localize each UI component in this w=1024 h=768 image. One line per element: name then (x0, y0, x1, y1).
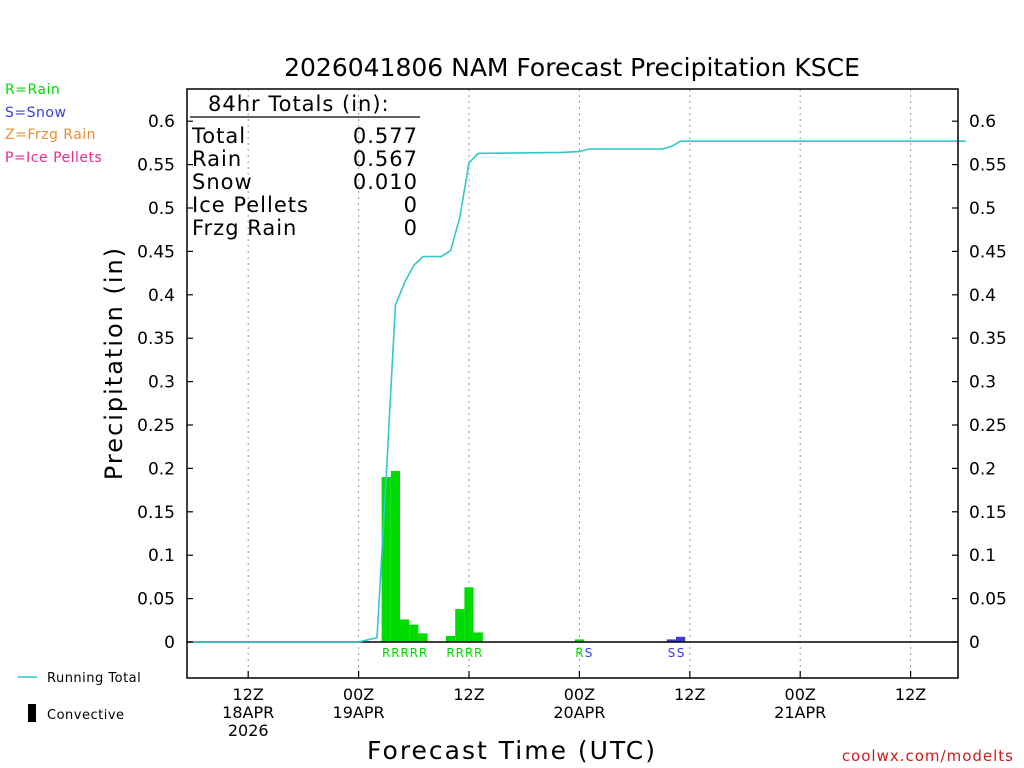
precip-type-marker: R (400, 646, 408, 660)
precip-bar (676, 636, 686, 642)
precip-bar (390, 471, 400, 642)
y-tick-label-left: 0.55 (137, 156, 175, 176)
running-total-line (193, 140, 966, 643)
x-tick-label: 20APR (553, 703, 605, 722)
legend-snow: S=Snow (5, 104, 67, 121)
precip-bar (381, 477, 391, 642)
precip-bar (464, 587, 474, 642)
x-tick-label: 00Z (785, 685, 816, 704)
y-tick-label-right: 0.15 (969, 503, 1007, 523)
precip-bar (400, 619, 410, 642)
y-tick-label-right: 0.35 (969, 329, 1007, 349)
precip-bar (473, 632, 483, 642)
y-tick-label-right: 0 (969, 633, 980, 653)
precip-bar (574, 639, 584, 642)
y-axis-label: Precipitation (in) (100, 246, 128, 480)
precip-type-legend: R=Rain S=Snow Z=Frzg Rain P=Ice Pellets (5, 79, 102, 169)
plot-frame (186, 88, 959, 679)
y-tick-label-right: 0.45 (969, 242, 1007, 262)
x-tick-label: 00Z (564, 685, 595, 704)
totals-heading: 84hr Totals (in): (208, 92, 390, 116)
credit-text: coolwx.com/modelts (842, 747, 1014, 765)
y-tick-label-left: 0.5 (148, 199, 175, 219)
precip-type-marker: S (677, 646, 685, 660)
x-tick-label: 12Z (233, 685, 264, 704)
y-tick-label-right: 0.1 (969, 546, 996, 566)
y-tick-label-left: 0.35 (137, 329, 175, 349)
gridlines (247, 89, 912, 678)
y-tick-label-left: 0.6 (148, 112, 175, 132)
y-tick-label-left: 0.2 (148, 459, 175, 479)
totals-label-rain: Rain (192, 147, 242, 171)
y-tick-label-right: 0.2 (969, 459, 996, 479)
totals-label-frzg-rain: Frzg Rain (192, 216, 297, 240)
precip-bars (381, 471, 686, 642)
y-tick-label-right: 0.6 (969, 112, 996, 132)
totals-value-rain: 0.567 (353, 147, 418, 171)
x-tick-label: 21APR (774, 703, 826, 722)
x-tick-label: 19APR (333, 703, 385, 722)
x-tick-label: 12Z (895, 685, 926, 704)
precip-bar (446, 635, 456, 642)
precip-type-marker: R (575, 646, 583, 660)
totals-value-ice-pellets: 0 (404, 193, 418, 217)
running-total-legend-label: Running Total (47, 671, 141, 686)
y-tick-label-right: 0.05 (969, 590, 1007, 610)
totals-label-total: Total (191, 124, 246, 148)
x-axis-label: Forecast Time (UTC) (367, 736, 657, 765)
totals-label-snow: Snow (192, 170, 253, 194)
totals-value-total: 0.577 (353, 124, 418, 148)
precip-type-marker: R (446, 646, 454, 660)
y-tick-label-left: 0.4 (148, 286, 175, 306)
y-tick-label-left: 0.1 (148, 546, 175, 566)
precip-type-marker: R (410, 646, 418, 660)
totals-label-ice-pellets: Ice Pellets (192, 193, 309, 217)
precip-type-marker: R (419, 646, 427, 660)
y-tick-label-right: 0.5 (969, 199, 996, 219)
precip-type-marker: S (668, 646, 676, 660)
y-tick-label-left: 0.05 (137, 590, 175, 610)
x-tick-label: 2026 (228, 721, 269, 740)
y-tick-label-right: 0.4 (969, 286, 996, 306)
y-tick-label-left: 0.25 (137, 416, 175, 436)
precip-type-marker: S (585, 646, 593, 660)
precip-bar (666, 639, 676, 642)
x-tick-label: 12Z (674, 685, 705, 704)
legend-frzg-rain: Z=Frzg Rain (5, 127, 97, 143)
precip-bar (455, 609, 465, 642)
precip-type-marker: R (382, 646, 390, 660)
convective-legend-icon (28, 704, 36, 722)
totals-value-frzg-rain: 0 (404, 216, 418, 240)
convective-legend-label: Convective (47, 708, 125, 723)
precip-bar (418, 633, 428, 642)
precip-type-marker: R (465, 646, 473, 660)
y-tick-label-left: 0.3 (148, 373, 175, 393)
totals-value-snow: 0.010 (353, 170, 418, 194)
y-tick-label-right: 0.3 (969, 373, 996, 393)
x-tick-label: 00Z (343, 685, 374, 704)
precip-bar (409, 624, 419, 642)
totals-box: 84hr Totals (in): Total 0.577 Rain 0.567… (190, 92, 420, 240)
x-tick-label: 18APR (222, 703, 274, 722)
legend-rain: R=Rain (5, 82, 61, 98)
precip-type-marker: R (456, 646, 464, 660)
legend-ice-pellets: P=Ice Pellets (5, 149, 103, 166)
y-axis-ticks: 0 00.05 0.050.1 0.10.15 0.150.2 0.20.25 0.250.… (137, 112, 1007, 653)
y-tick-label-left: 0 (164, 633, 175, 653)
precip-type-marker: R (474, 646, 482, 660)
x-tick-label: 12Z (453, 685, 484, 704)
chart-title: 2026041806 NAM Forecast Precipitation KS… (284, 53, 860, 82)
y-tick-label-left: 0.45 (137, 242, 175, 262)
y-tick-label-right: 0.55 (969, 156, 1007, 176)
y-tick-label-right: 0.25 (969, 416, 1007, 436)
precip-type-marker: R (391, 646, 399, 660)
y-tick-label-left: 0.15 (137, 503, 175, 523)
